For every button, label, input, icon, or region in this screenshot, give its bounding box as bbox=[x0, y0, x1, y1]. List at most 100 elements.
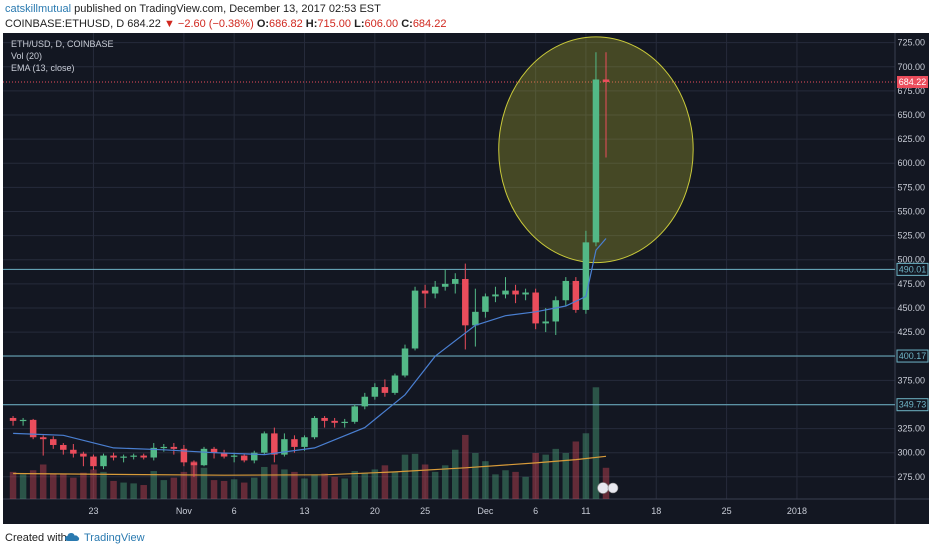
volume-bar bbox=[492, 474, 499, 499]
volume-bar bbox=[331, 476, 338, 499]
candle-body bbox=[582, 242, 590, 310]
y-tick-label: 550.00 bbox=[897, 206, 925, 216]
candle-body bbox=[411, 290, 419, 349]
candle-body bbox=[572, 280, 580, 310]
candle-body bbox=[441, 283, 449, 287]
candle-body bbox=[100, 455, 107, 467]
volume-bar bbox=[210, 480, 218, 499]
candle-body bbox=[120, 456, 127, 458]
candle-body bbox=[230, 455, 238, 457]
candle-body bbox=[301, 437, 308, 447]
y-tick-label: 675.00 bbox=[897, 86, 925, 96]
y-tick-label: 525.00 bbox=[897, 231, 925, 241]
x-tick-label: 2018 bbox=[787, 506, 807, 516]
x-tick-label: 11 bbox=[581, 506, 590, 516]
y-tick-label: 325.00 bbox=[897, 424, 925, 434]
level-tag-box bbox=[896, 349, 929, 363]
volume-ma-line bbox=[13, 455, 607, 476]
publish-header: catskillmutual published on TradingView.… bbox=[0, 0, 932, 34]
candle-body bbox=[552, 300, 559, 322]
volume-bar bbox=[190, 461, 198, 499]
volume-bar bbox=[140, 485, 147, 499]
x-tick-label: 20 bbox=[370, 506, 380, 516]
candle-body bbox=[331, 420, 338, 423]
candle-body bbox=[502, 290, 509, 295]
candle-body bbox=[90, 456, 97, 467]
close-label: C: bbox=[401, 18, 413, 30]
volume-bar bbox=[552, 448, 559, 499]
price-change: ▼ −2.60 (−0.38%) bbox=[163, 18, 254, 30]
candle-body bbox=[200, 448, 208, 466]
legend-ema: EMA (13, close) bbox=[11, 63, 75, 73]
y-tick-label: 650.00 bbox=[897, 110, 925, 120]
candle-body bbox=[60, 444, 67, 450]
flag-icon bbox=[597, 482, 609, 494]
candle-body bbox=[240, 455, 248, 461]
y-tick-label: 500.00 bbox=[897, 255, 925, 265]
volume-bar bbox=[9, 471, 17, 499]
volume-bar bbox=[542, 454, 549, 499]
chart-area[interactable]: 275.00300.00325.00350.00375.00400.00425.… bbox=[3, 33, 929, 524]
footer: Created with TradingView bbox=[0, 524, 932, 550]
volume-bar bbox=[562, 453, 570, 499]
level-tag-label: 490.01 bbox=[899, 264, 927, 274]
candle-body bbox=[421, 290, 429, 294]
candle-body bbox=[39, 437, 47, 440]
y-tick-label: 275.00 bbox=[897, 472, 925, 482]
candle-body bbox=[29, 419, 37, 438]
candle-body bbox=[431, 286, 439, 294]
volume-bar bbox=[482, 461, 489, 499]
tradingview-brand[interactable]: TradingView bbox=[84, 532, 145, 544]
volume-bar bbox=[592, 387, 600, 499]
candle-body bbox=[562, 280, 570, 301]
author-link[interactable]: catskillmutual bbox=[5, 3, 72, 15]
price-tag-box bbox=[897, 75, 928, 88]
y-tick-label: 575.00 bbox=[897, 182, 925, 192]
candle-body bbox=[492, 294, 499, 297]
candle-body bbox=[19, 419, 27, 422]
volume-bar bbox=[271, 464, 278, 499]
x-tick-label: 18 bbox=[651, 506, 661, 516]
x-tick-label: 23 bbox=[88, 506, 98, 516]
volume-bar bbox=[502, 470, 509, 499]
y-tick-label: 625.00 bbox=[897, 134, 925, 144]
y-tick-label: 450.00 bbox=[897, 303, 925, 313]
price-tag-label: 684.22 bbox=[899, 77, 927, 87]
volume-bar bbox=[582, 433, 590, 499]
volume-bar bbox=[70, 477, 77, 499]
volume-bar bbox=[391, 471, 399, 499]
volume-bar bbox=[19, 474, 27, 499]
volume-bar bbox=[381, 465, 389, 499]
candle-body bbox=[291, 439, 298, 447]
volume-bar bbox=[160, 480, 168, 499]
candle-body bbox=[80, 453, 87, 457]
volume-bar bbox=[401, 454, 409, 499]
volume-bar bbox=[341, 478, 348, 499]
last-price: 684.22 bbox=[127, 18, 161, 30]
volume-bar bbox=[522, 476, 529, 499]
candle-body bbox=[271, 433, 278, 455]
volume-bar bbox=[441, 465, 449, 499]
price-chart[interactable]: 275.00300.00325.00350.00375.00400.00425.… bbox=[3, 33, 929, 524]
candle-body bbox=[110, 455, 117, 458]
volume-bar bbox=[251, 477, 258, 499]
y-tick-label: 700.00 bbox=[897, 62, 925, 72]
publish-line: catskillmutual published on TradingView.… bbox=[5, 3, 381, 15]
volume-bar bbox=[39, 464, 47, 499]
close-value: 684.22 bbox=[412, 18, 447, 30]
candle-body bbox=[401, 348, 409, 376]
candle-body bbox=[50, 439, 57, 445]
candle-body bbox=[462, 279, 469, 326]
candle-body bbox=[472, 311, 479, 326]
x-tick-label: 13 bbox=[299, 506, 309, 516]
candle-body bbox=[522, 292, 529, 295]
candle-body bbox=[361, 396, 369, 407]
legend-symbol: ETH/USD, D, COINBASE bbox=[11, 39, 114, 49]
legend-volume: Vol (20) bbox=[11, 51, 43, 61]
chart-legend: ETH/USD, D, COINBASE Vol (20) EMA (13, c… bbox=[11, 38, 114, 74]
volume-bar bbox=[281, 469, 288, 499]
cloud-logo-icon bbox=[65, 533, 80, 541]
volume-bar bbox=[512, 471, 519, 499]
volume-bar bbox=[100, 471, 107, 499]
quote-line: COINBASE:ETHUSD, D 684.22 ▼ −2.60 (−0.38… bbox=[5, 18, 446, 30]
